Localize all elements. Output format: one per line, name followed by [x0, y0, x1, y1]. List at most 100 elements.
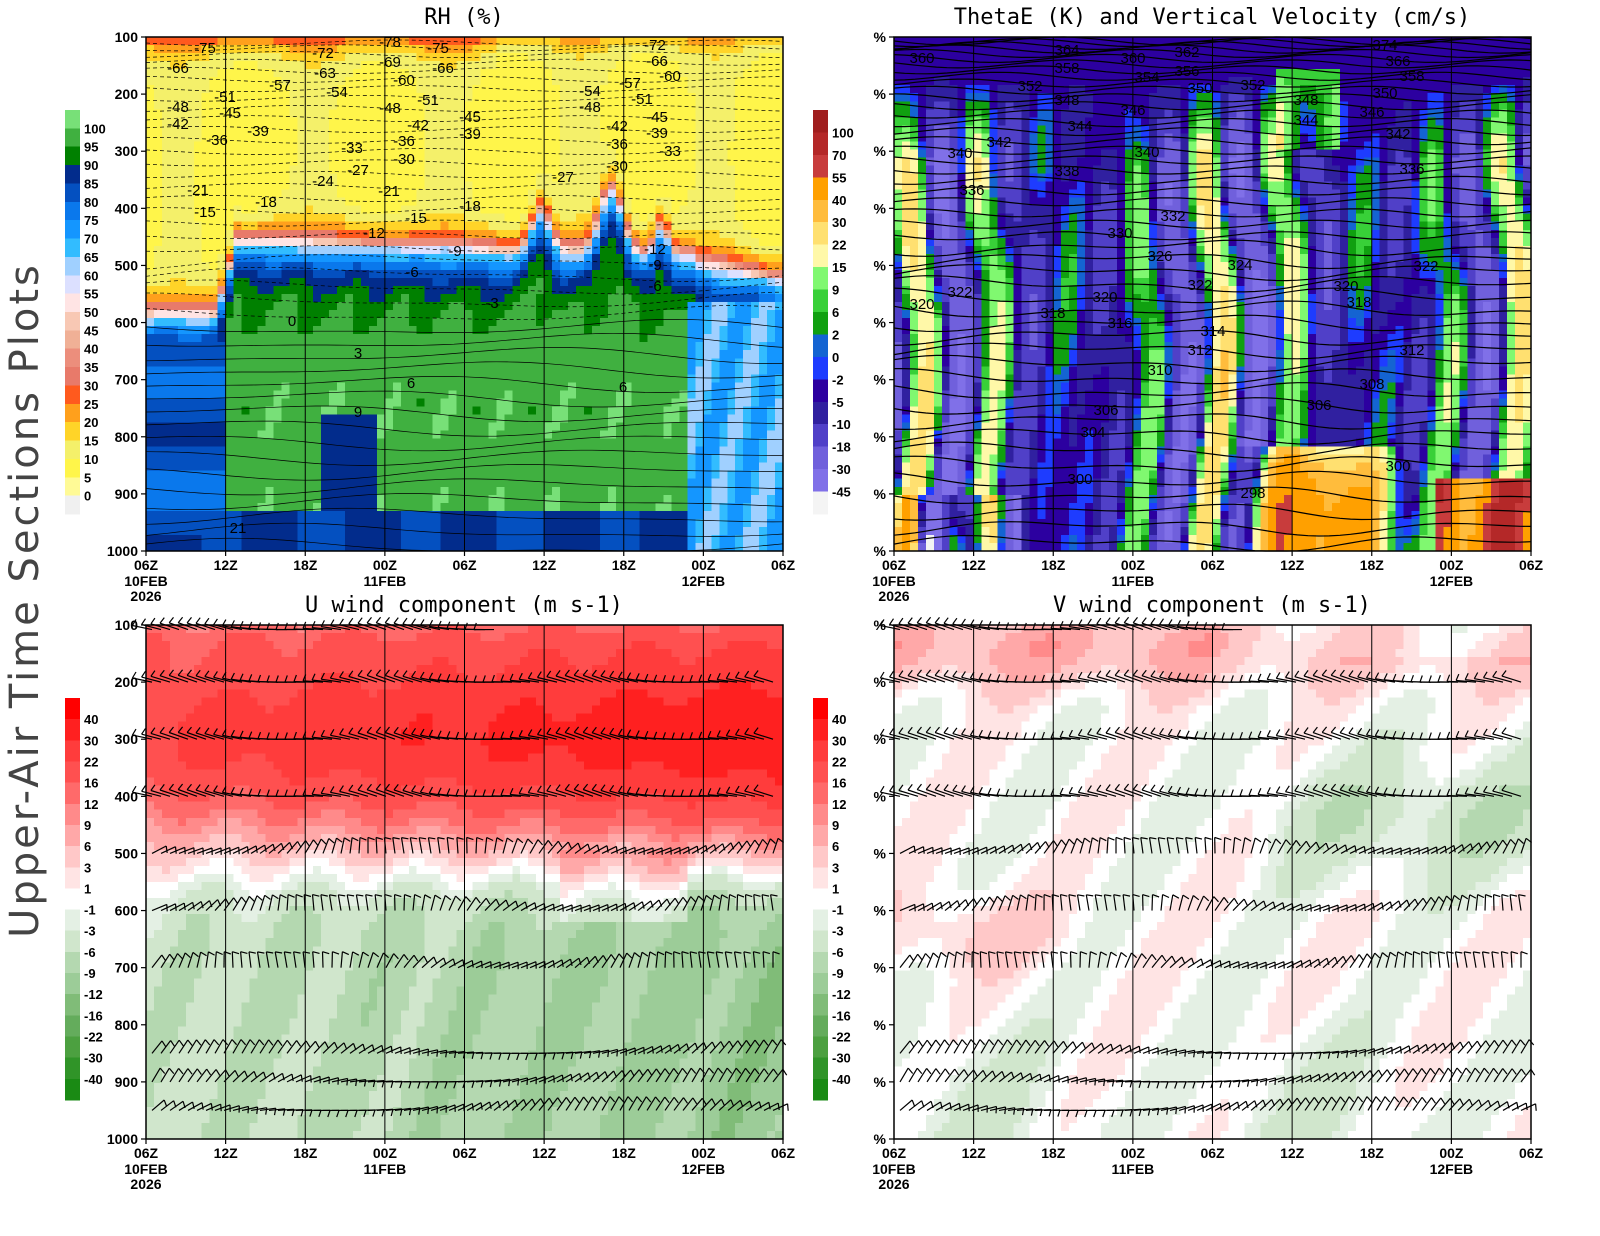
field-cell: [759, 45, 768, 54]
field-cell: [743, 526, 752, 536]
field-cell: [209, 310, 219, 319]
field-cell: [464, 77, 474, 86]
field-cell: [273, 125, 282, 134]
field-cell: [456, 526, 466, 536]
field-cell: [615, 77, 625, 86]
field-cell: [384, 318, 394, 327]
field-cell: [671, 438, 681, 448]
field-cell: [464, 117, 474, 126]
field-cell: [233, 261, 243, 271]
field-cell: [560, 253, 569, 263]
field-cell: [432, 454, 442, 464]
field-cell: [536, 277, 545, 287]
field-cell: [727, 229, 736, 239]
field-cell: [583, 430, 593, 440]
field-cell: [512, 414, 521, 424]
field-cell: [353, 526, 362, 536]
field-cell: [687, 253, 697, 263]
field-cell: [456, 261, 466, 271]
field-cell: [751, 85, 760, 94]
field-cell: [448, 358, 458, 367]
field-cell: [424, 342, 434, 351]
field-cell: [528, 542, 537, 552]
field-cell: [416, 229, 426, 239]
field-cell: [520, 342, 529, 351]
field-cell: [241, 77, 251, 86]
field-cell: [169, 414, 179, 424]
field-cell: [353, 414, 362, 424]
field-cell: [345, 310, 354, 319]
field-cell: [647, 229, 657, 239]
field-cell: [615, 454, 625, 464]
field-cell: [695, 350, 704, 359]
field-cell: [759, 358, 768, 367]
field-cell: [440, 277, 450, 287]
field-cell: [575, 277, 585, 287]
field-cell: [687, 326, 697, 335]
field-cell: [599, 502, 609, 512]
field-cell: [623, 462, 633, 472]
field-cell: [161, 334, 171, 343]
field-cell: [400, 141, 410, 151]
field-cell: [193, 318, 203, 327]
field-cell: [679, 518, 689, 528]
field-cell: [743, 382, 752, 391]
field-cell: [161, 53, 171, 62]
field-cell: [607, 277, 617, 287]
field-cell: [504, 173, 513, 183]
field-cell: [241, 85, 251, 94]
field-cell: [313, 117, 322, 126]
field-cell: [735, 470, 744, 480]
field-cell: [504, 261, 513, 271]
field-cell: [313, 294, 322, 303]
field-cell: [289, 462, 298, 472]
field-cell: [448, 173, 458, 183]
field-cell: [528, 133, 537, 143]
field-cell: [233, 350, 243, 359]
field-cell: [639, 334, 649, 343]
field-cell: [329, 277, 338, 287]
field-cell: [368, 534, 378, 544]
field-cell: [249, 109, 259, 118]
field-cell: [257, 189, 267, 199]
field-cell: [671, 253, 681, 263]
field-cell: [345, 173, 354, 183]
field-cell: [169, 430, 179, 440]
field-cell: [360, 133, 370, 143]
field-cell: [265, 157, 274, 167]
field-cell: [416, 470, 426, 480]
field-cell: [161, 181, 171, 191]
field-cell: [257, 430, 267, 440]
field-cell: [424, 454, 434, 464]
field-cell: [552, 422, 561, 432]
field-cell: [281, 173, 290, 183]
field-cell: [488, 310, 497, 319]
field-cell: [305, 462, 314, 472]
field-cell: [671, 125, 681, 134]
field-cell: [735, 366, 744, 375]
field-cell: [424, 125, 434, 134]
field-cell: [735, 390, 744, 400]
field-cell: [193, 93, 203, 102]
field-cell: [575, 229, 585, 239]
field-cell: [329, 342, 338, 351]
field-cell: [281, 269, 290, 279]
field-cell: [169, 277, 179, 287]
field-cell: [345, 358, 354, 367]
field-cell: [353, 237, 362, 247]
field-cell: [472, 181, 482, 191]
field-cell: [408, 45, 418, 54]
field-cell: [552, 414, 561, 424]
field-cell: [743, 326, 752, 335]
field-cell: [424, 285, 434, 295]
field-cell: [193, 285, 203, 295]
field-cell: [353, 93, 362, 102]
field-cell: [432, 277, 442, 287]
field-cell: [416, 366, 426, 375]
field-cell: [209, 518, 219, 528]
field-cell: [607, 494, 617, 504]
field-cell: [743, 133, 752, 143]
field-cell: [496, 261, 505, 271]
field-cell: [225, 438, 235, 448]
field-cell: [257, 390, 267, 400]
